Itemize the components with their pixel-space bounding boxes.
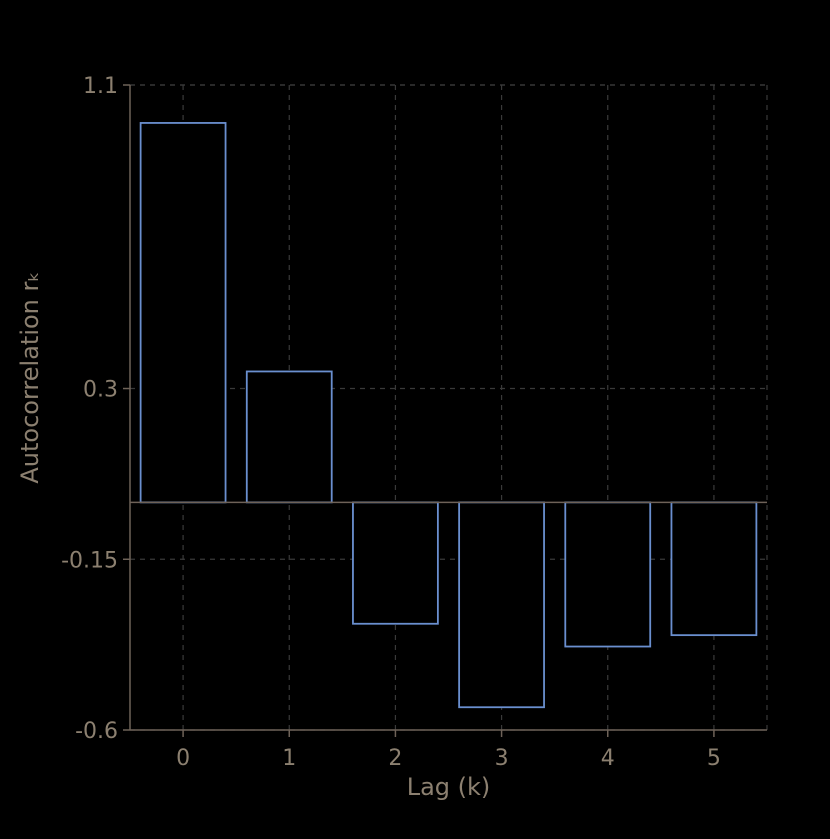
x-tick-label: 4 <box>601 746 615 771</box>
axes <box>129 85 767 731</box>
x-tick-label: 5 <box>707 746 721 771</box>
y-tick-labels: 1.1 0.3 -0.15 -0.6 <box>61 74 130 744</box>
x-tick-labels: 0 1 2 3 4 5 <box>176 730 721 771</box>
bar-lag-4 <box>564 501 652 648</box>
y-axis-title: Autocorrelation rₖ <box>16 271 44 483</box>
y-tick-label: 1.1 <box>83 74 118 99</box>
bar-lag-2 <box>352 501 439 625</box>
x-axis-title: Lag (k) <box>407 773 491 801</box>
x-tick-label: 1 <box>282 746 296 771</box>
bar-lag-0 <box>139 122 227 504</box>
x-tick-label: 0 <box>176 746 190 771</box>
bar-lag-1 <box>245 370 333 504</box>
y-tick-label: 0.3 <box>83 378 118 403</box>
x-tick-label: 3 <box>495 746 509 771</box>
bars <box>139 122 758 709</box>
bar-lag-3 <box>458 501 545 709</box>
x-tick-label: 2 <box>388 746 402 771</box>
y-tick-label: -0.6 <box>75 719 118 744</box>
bar-lag-5 <box>670 501 758 637</box>
y-tick-label: -0.15 <box>61 548 118 573</box>
